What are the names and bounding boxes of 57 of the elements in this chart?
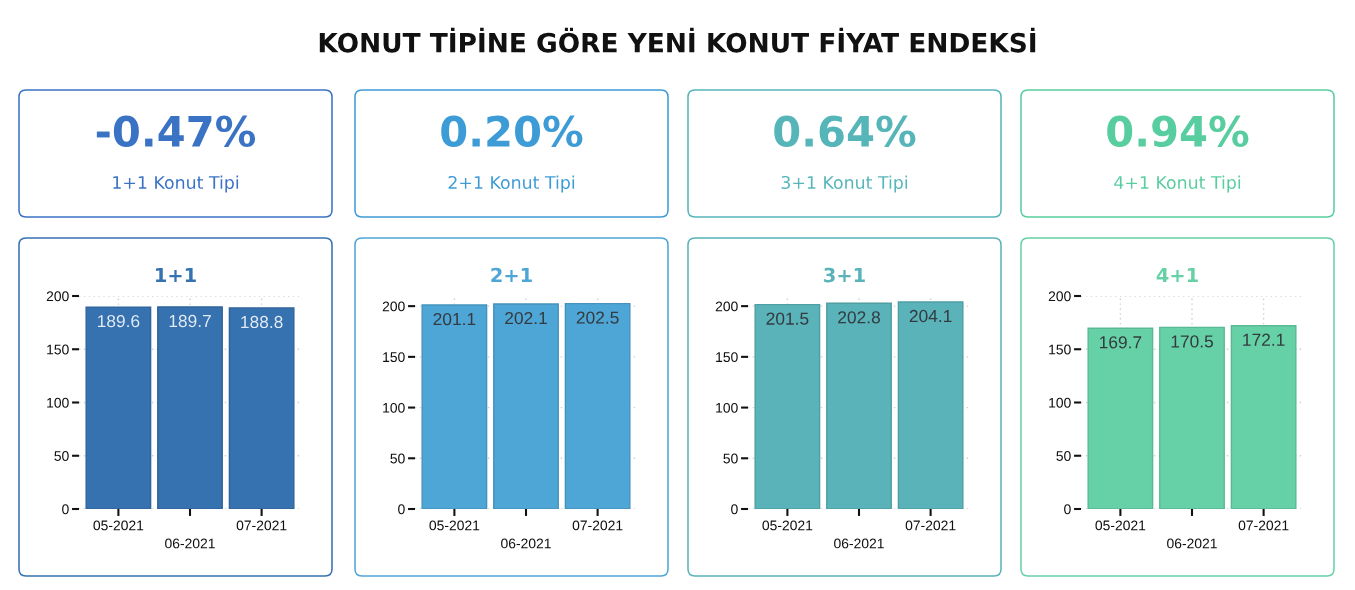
data-label: 201.5 <box>766 312 809 325</box>
y-tick-label: 0 <box>731 504 738 515</box>
text: 1+1 Konut Tipi <box>113 175 239 193</box>
x-tick-label: 07-2021 <box>905 520 956 531</box>
text: 2+1 Konut Tipi <box>448 175 575 193</box>
y-tick-label: 150 <box>1049 344 1071 355</box>
y-tick-label: 50 <box>1056 451 1071 461</box>
y-tick-label: 150 <box>716 352 738 363</box>
text: 3+1 Konut Tipi <box>781 175 908 193</box>
y-tick-label: 200 <box>715 301 738 312</box>
data-label: 170.5 <box>1171 335 1213 348</box>
data-label: 188.8 <box>241 315 283 329</box>
text: KONUT TİPİNE GÖRE YENİ KONUT FİYAT ENDEKSİ <box>319 27 1036 53</box>
y-tick-label: 0 <box>62 504 69 515</box>
y-tick-label: 100 <box>1049 397 1071 408</box>
text: -0.47% <box>96 115 256 148</box>
chart-title: 2+1 <box>491 267 532 283</box>
text: 0.20% <box>441 115 583 148</box>
y-tick-label: 200 <box>1048 291 1071 302</box>
x-tick-label: 06-2021 <box>501 538 551 549</box>
x-tick-label: 06-2021 <box>1167 538 1217 549</box>
data-label: 201.1 <box>433 312 476 326</box>
y-tick-label: 200 <box>382 301 405 312</box>
x-tick-label: 07-2021 <box>572 520 623 531</box>
data-label: 204.1 <box>909 309 952 323</box>
data-label: 202.1 <box>505 311 547 325</box>
text: 4+1 Konut Tipi <box>1114 175 1241 193</box>
y-tick-label: 50 <box>390 453 405 464</box>
y-tick-label: 50 <box>723 453 738 464</box>
text: 0.94% <box>1107 115 1249 148</box>
chart-title: 4+1 <box>1156 267 1198 283</box>
chart-title: 3+1 <box>824 267 865 283</box>
x-tick-label: 07-2021 <box>1238 520 1289 531</box>
y-tick-label: 150 <box>383 352 405 363</box>
text: 0.64% <box>774 115 916 148</box>
y-tick-label: 100 <box>47 397 69 408</box>
y-tick-label: 0 <box>1064 504 1071 515</box>
data-label: 172.1 <box>1243 333 1285 346</box>
data-label: 169.7 <box>1099 336 1142 349</box>
data-label: 202.5 <box>576 311 619 324</box>
y-tick-label: 50 <box>54 451 69 461</box>
x-tick-label: 05-2021 <box>93 520 144 531</box>
data-label: 189.6 <box>97 314 140 328</box>
x-tick-label: 06-2021 <box>165 538 215 549</box>
x-tick-label: 06-2021 <box>834 538 884 549</box>
y-tick-label: 100 <box>716 402 738 413</box>
x-tick-label: 07-2021 <box>236 520 287 531</box>
data-label: 202.8 <box>838 311 880 324</box>
y-tick-label: 200 <box>46 291 69 302</box>
x-tick-label: 05-2021 <box>1095 520 1146 531</box>
y-tick-label: 100 <box>383 402 405 413</box>
x-tick-label: 05-2021 <box>762 520 813 531</box>
chart-title: 1+1 <box>156 267 196 283</box>
x-tick-label: 05-2021 <box>429 520 480 531</box>
y-tick-label: 150 <box>47 344 69 355</box>
data-label: 189.7 <box>169 314 211 328</box>
y-tick-label: 0 <box>398 504 405 515</box>
